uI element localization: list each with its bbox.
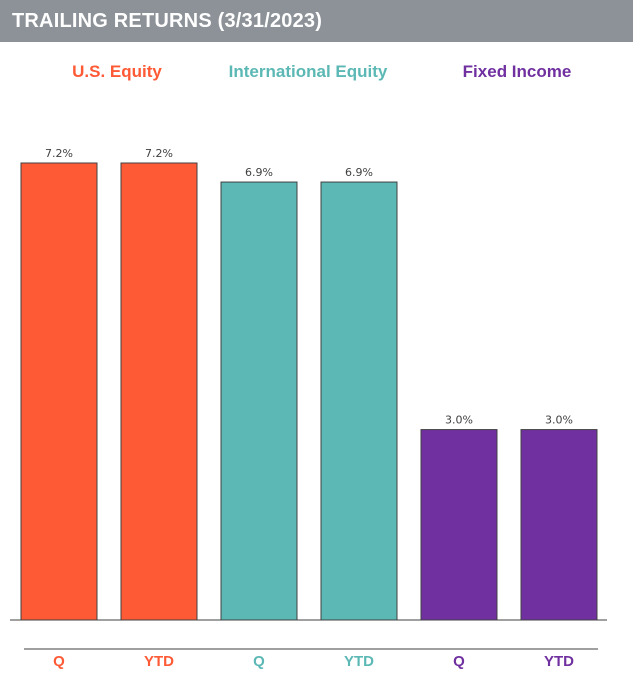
category-label-0-1: YTD [144, 653, 174, 670]
data-label-0-1: 7.2% [145, 147, 173, 160]
bar-0-0 [20, 162, 98, 621]
bar-1-0 [220, 181, 298, 621]
data-label-2-0: 3.0% [445, 414, 473, 427]
group-label-2: Fixed Income [462, 62, 572, 81]
data-label-1-0: 6.9% [245, 166, 273, 179]
group-label-0: U.S. Equity [72, 62, 162, 81]
category-label-1-1: YTD [344, 653, 374, 670]
group-label-1: International Equity [228, 62, 388, 81]
bar-2-0 [420, 429, 498, 621]
chart-title: TRAILING RETURNS (3/31/2023) [0, 0, 633, 42]
bar-0-1 [120, 162, 198, 621]
labels-layer: 7.2% Q 7.2% YTD 6.9% Q 6.9% YTD 3.0% Q 3.0% YTD [45, 147, 574, 670]
category-label-2-0: Q [453, 653, 465, 670]
data-label-2-1: 3.0% [545, 414, 573, 427]
data-label-1-1: 6.9% [345, 166, 373, 179]
bar-2-1 [520, 429, 598, 621]
category-label-0-0: Q [53, 653, 65, 670]
category-label-1-0: Q [253, 653, 265, 670]
category-label-2-1: YTD [544, 653, 574, 670]
bars-layer [20, 162, 598, 621]
data-label-0-0: 7.2% [45, 147, 73, 160]
bar-1-1 [320, 181, 398, 621]
